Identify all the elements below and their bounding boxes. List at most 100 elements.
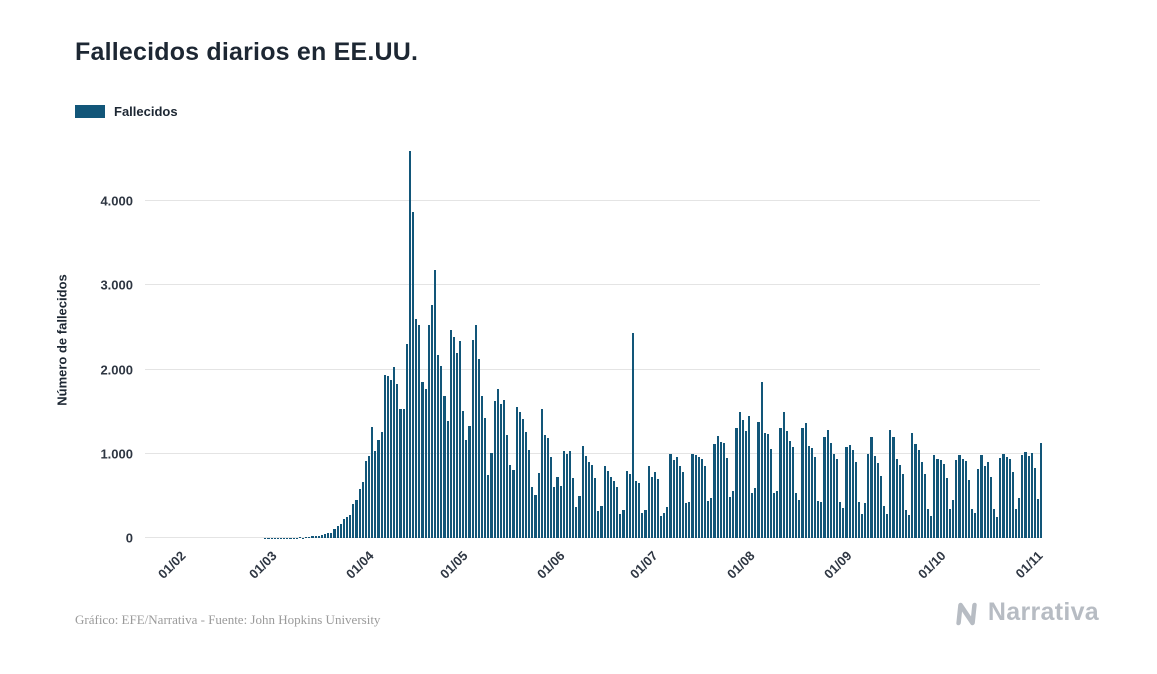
bar [908, 515, 911, 538]
bar [911, 432, 914, 538]
bar [854, 462, 857, 538]
gridline [145, 284, 1040, 286]
bar [826, 430, 829, 538]
x-tick-label: 01/04 [342, 548, 377, 582]
bar [942, 463, 945, 538]
bar [408, 151, 411, 538]
bar [713, 443, 716, 538]
bar [308, 537, 311, 538]
chart-title: Fallecidos diarios en EE.UU. [75, 38, 419, 66]
bar [616, 487, 619, 538]
bar [540, 408, 543, 538]
bar [644, 510, 647, 538]
bar [600, 505, 603, 538]
bar [411, 211, 415, 538]
bar [804, 423, 807, 538]
bar [823, 436, 826, 538]
bar [917, 449, 920, 538]
bar [974, 512, 977, 538]
bar [1021, 455, 1024, 538]
bar [788, 441, 791, 538]
bar [980, 455, 983, 538]
bar [553, 487, 556, 538]
bar [449, 329, 452, 538]
bar [845, 447, 848, 538]
bar [1033, 468, 1036, 538]
bar [446, 421, 449, 538]
bar [515, 407, 518, 538]
bar [349, 515, 352, 538]
bar [537, 472, 540, 538]
bar [807, 446, 810, 538]
bar [688, 501, 691, 538]
bar [424, 388, 427, 538]
bar [484, 418, 487, 538]
bar [851, 449, 854, 538]
bar [455, 352, 459, 538]
bar [898, 464, 901, 538]
bar-series [145, 142, 1043, 538]
bar [421, 381, 424, 538]
bar [440, 366, 443, 538]
bar [653, 472, 656, 538]
bar [801, 428, 804, 538]
bar [873, 456, 876, 538]
bar [521, 418, 525, 538]
bar [996, 516, 999, 538]
bar [1027, 456, 1030, 538]
bar [791, 447, 795, 538]
x-tick-label: 01/05 [436, 548, 471, 582]
bar [1005, 457, 1008, 538]
bar [327, 533, 330, 538]
bar [430, 305, 433, 538]
plot-area: 0 1.000 2.000 3.000 4.000 01/02 01/03 01/04 01/… [100, 142, 1046, 582]
bar [393, 366, 396, 538]
bar [763, 432, 766, 538]
bar [481, 395, 484, 538]
bar [892, 436, 895, 538]
bar [314, 536, 317, 538]
bar [691, 453, 694, 538]
bar [773, 492, 776, 538]
bar [700, 458, 704, 538]
bar [989, 477, 992, 538]
bar [302, 537, 305, 538]
bar [729, 496, 732, 538]
gridline [145, 452, 1040, 454]
bar [719, 441, 722, 538]
bar [587, 462, 590, 538]
bar [817, 500, 820, 538]
bar [949, 509, 952, 538]
bar [361, 482, 364, 538]
bar [399, 409, 402, 538]
bar [468, 426, 471, 538]
bar [930, 516, 933, 538]
bar [364, 461, 367, 538]
bar [732, 490, 735, 538]
y-tick-label: 3.000 [100, 277, 133, 293]
bar [597, 511, 600, 538]
bar [757, 421, 760, 538]
bar [876, 463, 879, 538]
bar [905, 510, 908, 538]
narrativa-logo-icon [956, 602, 977, 625]
bar [685, 502, 688, 538]
bar [857, 501, 861, 538]
bar [298, 537, 302, 538]
bar [923, 473, 927, 538]
bar [939, 459, 942, 538]
bar [936, 458, 939, 538]
bar [716, 436, 719, 538]
bar [324, 533, 327, 538]
bar [330, 532, 333, 538]
bar [433, 270, 437, 538]
narrativa-logo: Narrativa [956, 598, 1099, 627]
bar [612, 480, 616, 538]
bar [883, 505, 886, 538]
bar [1036, 499, 1040, 538]
x-tick-label: 01/09 [821, 548, 856, 582]
bar [609, 477, 612, 538]
bar [999, 457, 1002, 538]
bar [355, 499, 358, 538]
